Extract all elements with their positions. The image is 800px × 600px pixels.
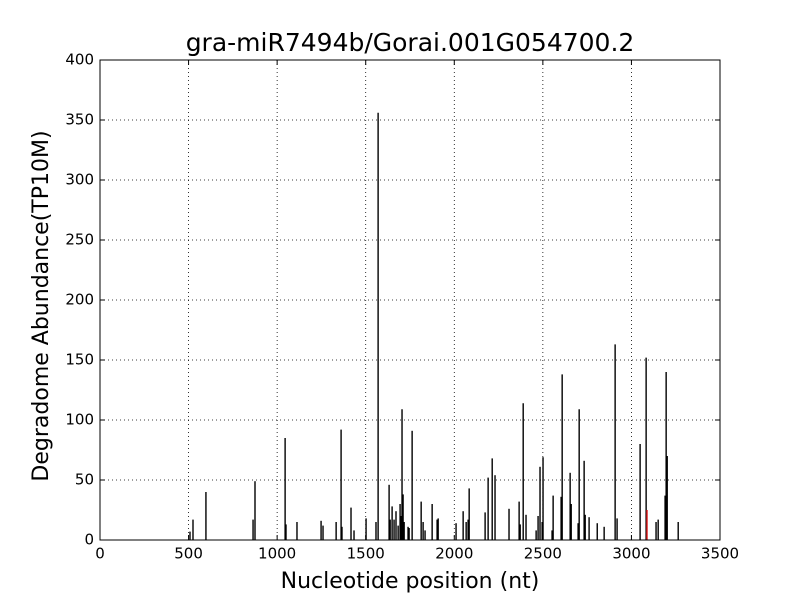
x-tick-label: 1000: [258, 545, 296, 563]
y-tick-label: 100: [65, 411, 94, 429]
plot-frame: [99, 59, 721, 541]
x-tick-label: 0: [95, 545, 105, 563]
y-tick-label: 0: [84, 531, 94, 549]
x-tick-label: 500: [174, 545, 203, 563]
chart-title: gra-miR7494b/Gorai.001G054700.2: [186, 28, 635, 57]
y-tick-label: 300: [65, 171, 94, 189]
x-tick-label: 3000: [612, 545, 650, 563]
y-tick-label: 350: [65, 111, 94, 129]
x-tick-label: 3500: [701, 545, 739, 563]
x-tick-label: 2500: [524, 545, 562, 563]
y-tick-label: 50: [75, 471, 94, 489]
y-tick-label: 200: [65, 291, 94, 309]
x-tick-label: 2000: [435, 545, 473, 563]
y-tick-label: 400: [65, 51, 94, 69]
x-tick-label: 1500: [347, 545, 385, 563]
y-axis-label: Degradome Abundance(TP10M): [29, 130, 54, 481]
y-tick-label: 250: [65, 231, 94, 249]
y-tick-label: 150: [65, 351, 94, 369]
x-axis-label: Nucleotide position (nt): [281, 569, 540, 594]
